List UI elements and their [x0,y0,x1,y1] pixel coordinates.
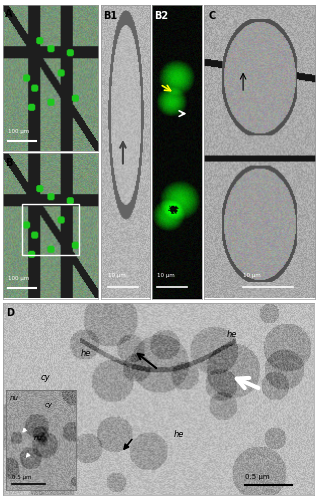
Text: he: he [81,350,91,358]
Text: he: he [227,330,237,339]
Text: 10 μm: 10 μm [108,273,126,278]
Text: he: he [174,430,184,440]
Text: B1: B1 [103,11,117,21]
Text: 0.5 μm: 0.5 μm [12,475,31,480]
Text: nu: nu [10,395,19,401]
Text: 0.5 μm: 0.5 μm [245,474,270,480]
Text: C: C [209,11,216,21]
Text: nu: nu [34,435,43,441]
Text: A: A [5,10,13,20]
Text: 10 μm: 10 μm [243,273,261,278]
Bar [22,204,79,255]
Text: cy: cy [41,372,50,382]
Text: B: B [5,158,12,168]
Text: cy: cy [45,402,53,408]
Text: 10 μm: 10 μm [157,273,175,278]
Text: 100 μm: 100 μm [8,128,29,134]
Text: B2: B2 [154,11,169,21]
Text: 100 μm: 100 μm [8,276,29,281]
Text: D: D [6,308,14,318]
